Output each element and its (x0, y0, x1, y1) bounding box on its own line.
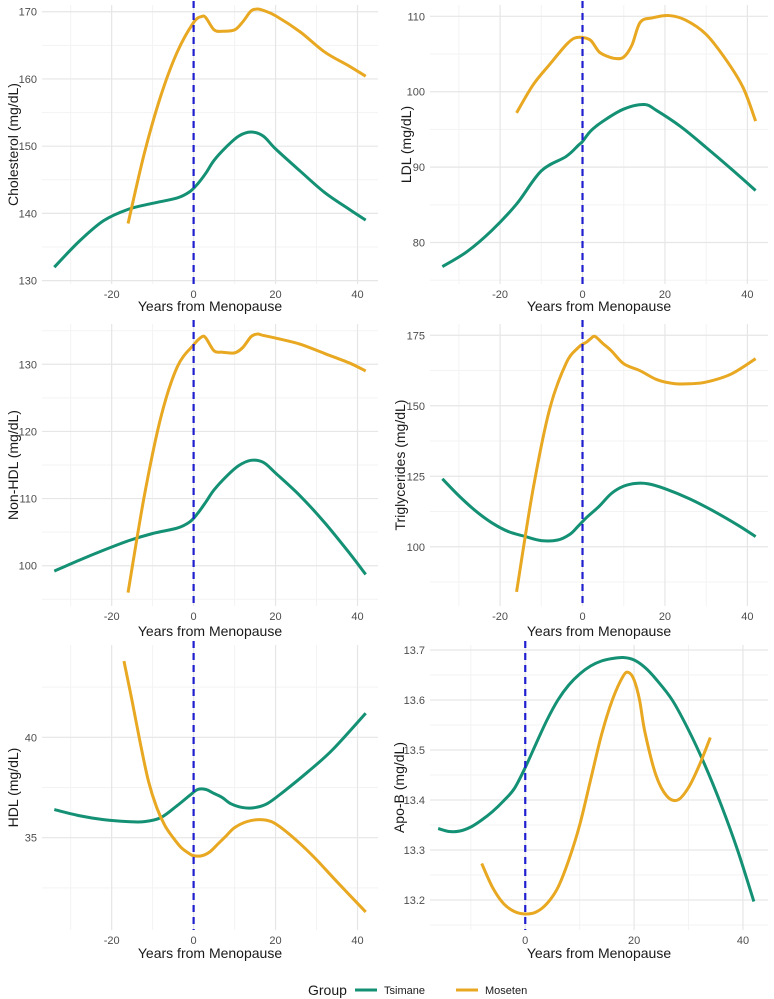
y-axis-title: HDL (mg/dL) (5, 748, 21, 828)
y-tick-label: 100 (19, 561, 37, 573)
y-tick-label: 100 (407, 87, 425, 99)
y-tick-label: 125 (407, 471, 425, 483)
y-tick-label: 90 (413, 162, 425, 174)
legend: Group Tsimane Moseten (308, 982, 527, 998)
x-tick-label: 20 (269, 935, 281, 947)
legend-label-moseten: Moseten (485, 985, 527, 997)
series-line-moseten (515, 334, 757, 593)
series-line-moseten (515, 14, 758, 122)
x-tick-label: 20 (659, 289, 671, 301)
y-tick-label: 13.3 (404, 845, 425, 857)
y-axis-title: LDL (mg/dL) (398, 106, 414, 183)
legend-label-tsimane: Tsimane (384, 985, 425, 997)
x-tick-label: 40 (351, 935, 363, 947)
y-axis-title: Non-HDL (mg/dL) (5, 410, 21, 520)
x-axis-title: Years from Menopause (527, 945, 671, 961)
panel-hdl: -20 0 20 40 35 40 Years from Menopause HDL (m… (5, 641, 378, 961)
series-line-moseten (126, 332, 367, 593)
y-tick-label: 13.7 (404, 645, 425, 657)
x-axis-title: Years from Menopause (527, 298, 671, 314)
x-tick-label: 20 (659, 611, 671, 623)
x-tick-label: 40 (351, 289, 363, 301)
series-line-moseten (126, 7, 367, 224)
y-axis-title: Apo-B (mg/dL) (391, 742, 407, 833)
series-line-tsimane (53, 712, 367, 824)
y-tick-label: 80 (413, 238, 425, 250)
y-tick-label: 150 (407, 401, 425, 413)
y-tick-label: 110 (19, 494, 37, 506)
series-line-tsimane (441, 103, 757, 268)
y-axis-title: Triglycerides (mg/dL) (392, 400, 408, 531)
y-tick-label: 35 (25, 833, 37, 845)
x-axis-title: Years from Menopause (527, 623, 671, 639)
x-tick-label: 0 (191, 611, 197, 623)
x-tick-label: 20 (628, 935, 640, 947)
panel-non-hdl: -20 0 20 40 100 110 120 130 Years from Menopaus… (5, 320, 378, 639)
x-tick-label: 40 (741, 611, 753, 623)
panel-triglycerides: -20 0 20 40 100 125 150 175 Years from Menopaus… (392, 320, 768, 639)
panel-apo-b: 0 20 40 13.2 13.3 13.4 13.5 13.6 13.7 Years from… (391, 641, 768, 961)
y-tick-label: 40 (25, 732, 37, 744)
y-tick-label: 100 (407, 542, 425, 554)
x-tick-label: 40 (351, 611, 363, 623)
x-tick-label: 20 (269, 611, 281, 623)
x-tick-label: -20 (492, 611, 508, 623)
series-line-tsimane (53, 130, 367, 269)
x-tick-label: -20 (104, 611, 120, 623)
series-line-moseten (122, 660, 367, 913)
series-line-tsimane (53, 458, 367, 576)
y-tick-label: 13.6 (404, 695, 425, 707)
y-tick-label: 110 (407, 11, 425, 23)
y-tick-label: 13.5 (404, 745, 425, 757)
x-tick-label: -20 (104, 935, 120, 947)
x-axis-title: Years from Menopause (138, 623, 282, 639)
y-tick-label: 13.2 (404, 895, 425, 907)
panel-cholesterol: -20 0 20 40 130 140 150 160 170 Years from Menop… (5, 1, 378, 314)
x-tick-label: 0 (579, 611, 585, 623)
x-tick-label: 0 (191, 289, 197, 301)
series-line-tsimane (441, 477, 757, 543)
y-tick-label: 175 (407, 330, 425, 342)
x-axis-title: Years from Menopause (138, 945, 282, 961)
y-tick-label: 130 (19, 276, 37, 288)
x-tick-label: -20 (104, 289, 120, 301)
legend-title: Group (308, 982, 347, 998)
x-tick-label: -20 (492, 289, 508, 301)
x-tick-label: 0 (522, 935, 528, 947)
x-tick-label: 20 (269, 289, 281, 301)
series-line-moseten (480, 670, 712, 916)
x-tick-label: 40 (737, 935, 749, 947)
y-tick-label: 130 (19, 359, 37, 371)
y-tick-label: 120 (19, 426, 37, 438)
y-tick-label: 13.4 (404, 795, 425, 807)
x-tick-label: 40 (741, 289, 753, 301)
y-tick-label: 150 (19, 141, 37, 153)
series-line-tsimane (437, 655, 756, 902)
y-axis-title: Cholesterol (mg/dL) (5, 83, 21, 206)
y-tick-label: 140 (19, 208, 37, 220)
x-tick-label: 0 (191, 935, 197, 947)
x-axis-title: Years from Menopause (138, 298, 282, 314)
y-tick-label: 170 (19, 7, 37, 19)
y-tick-label: 160 (19, 74, 37, 86)
x-tick-label: 0 (579, 289, 585, 301)
